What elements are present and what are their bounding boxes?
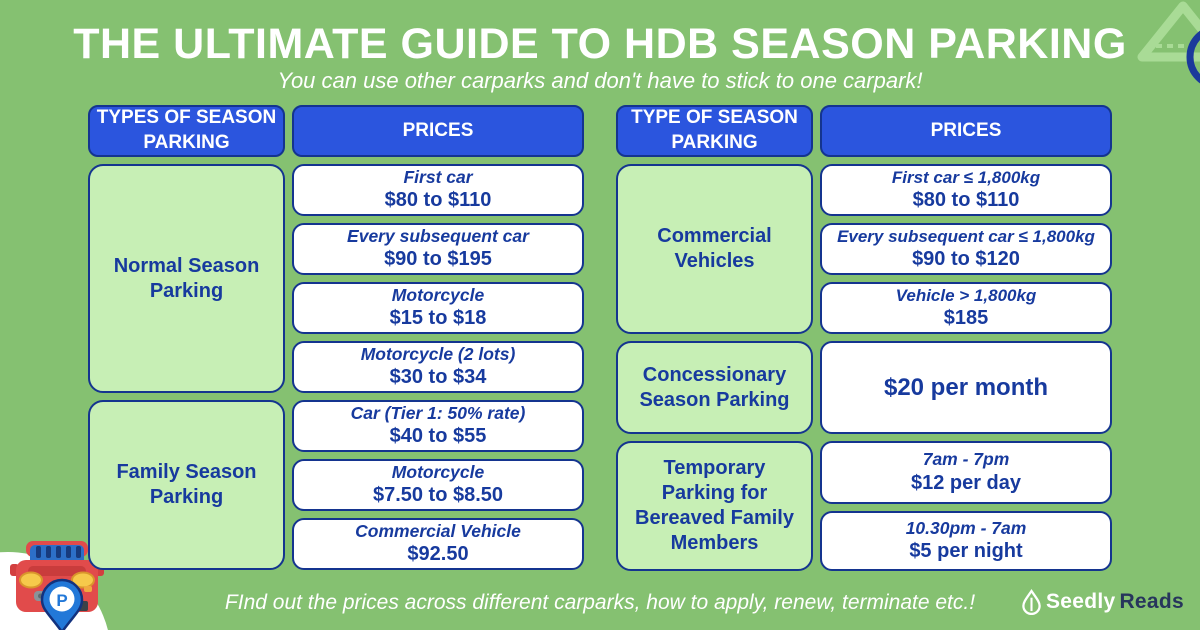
price-cell: Motorcycle (2 lots) $30 to $34 — [292, 341, 584, 393]
price-label: Every subsequent car — [347, 225, 529, 246]
price-value: $7.50 to $8.50 — [372, 484, 504, 507]
price-label: 7am - 7pm — [922, 449, 1010, 470]
price-value: $80 to $110 — [912, 189, 1020, 212]
price-label: Commercial Vehicle — [355, 520, 521, 541]
right-price-header: PRICES — [820, 105, 1112, 157]
type-cell-bereaved-family: Temporary Parking for Bereaved Family Me… — [616, 441, 813, 571]
price-value: $80 to $110 — [384, 189, 492, 212]
price-value: $185 — [943, 307, 989, 330]
price-value: $90 to $195 — [384, 248, 492, 271]
price-cell: Motorcycle $7.50 to $8.50 — [292, 459, 584, 511]
price-value: $92.50 — [407, 543, 469, 566]
seedly-reads-logo: Seedly Reads — [1021, 589, 1184, 615]
price-label: Car (Tier 1: 50% rate) — [350, 402, 526, 423]
type-cell-concessionary: Concessionary Season Parking — [616, 341, 813, 434]
price-label: Motorcycle (2 lots) — [360, 343, 516, 364]
price-value: $90 to $120 — [912, 248, 1020, 271]
price-value: $20 per month — [883, 373, 1049, 401]
price-cell: Vehicle > 1,800kg $185 — [820, 282, 1112, 334]
price-cell: 7am - 7pm $12 per day — [820, 441, 1112, 504]
page-subtitle: You can use other carparks and don't hav… — [277, 68, 923, 93]
price-label: First car — [403, 166, 473, 187]
price-cell: Commercial Vehicle $92.50 — [292, 518, 584, 570]
price-cell: Motorcycle $15 to $18 — [292, 282, 584, 334]
price-label: First car ≤ 1,800kg — [891, 167, 1041, 187]
price-value: $15 to $18 — [389, 307, 487, 330]
left-type-header: TYPES OF SEASON PARKING — [88, 105, 285, 157]
left-parking-table: TYPES OF SEASON PARKING PRICES Normal Se… — [88, 105, 584, 570]
right-type-header: TYPE OF SEASON PARKING — [616, 105, 813, 157]
right-parking-table: TYPE OF SEASON PARKING PRICES Commercial… — [616, 105, 1112, 571]
parking-pin-icon: P — [40, 578, 84, 630]
footer-note: FInd out the prices across different car… — [224, 591, 976, 614]
type-cell-commercial-vehicles: Commercial Vehicles — [616, 164, 813, 334]
price-value: $40 to $55 — [389, 425, 487, 448]
seedly-leaf-icon — [1022, 589, 1041, 615]
price-cell: Every subsequent car $90 to $195 — [292, 223, 584, 275]
price-label: 10.30pm - 7am — [905, 517, 1027, 538]
price-value: $5 per night — [909, 540, 1023, 563]
price-value: $12 per day — [910, 471, 1022, 494]
brand-reads: Reads — [1119, 590, 1184, 613]
price-label: Motorcycle — [391, 461, 485, 482]
brand-seedly: Seedly — [1045, 590, 1116, 613]
price-cell: 10.30pm - 7am $5 per night — [820, 511, 1112, 571]
type-cell-normal-season: Normal Season Parking — [88, 164, 285, 393]
price-label: Vehicle > 1,800kg — [895, 285, 1037, 305]
price-label: Every subsequent car ≤ 1,800kg — [837, 226, 1095, 246]
price-cell: First car ≤ 1,800kg $80 to $110 — [820, 164, 1112, 216]
left-price-header: PRICES — [292, 105, 584, 157]
svg-text:P: P — [56, 591, 67, 610]
price-cell: Every subsequent car ≤ 1,800kg $90 to $1… — [820, 223, 1112, 275]
price-cell: $20 per month — [820, 341, 1112, 434]
page-title: THE ULTIMATE GUIDE TO HDB SEASON PARKING — [73, 20, 1127, 68]
price-label: Motorcycle — [391, 284, 485, 305]
price-value: $30 to $34 — [389, 366, 487, 389]
type-cell-family-season: Family Season Parking — [88, 400, 285, 570]
price-cell: First car $80 to $110 — [292, 164, 584, 216]
price-cell: Car (Tier 1: 50% rate) $40 to $55 — [292, 400, 584, 452]
